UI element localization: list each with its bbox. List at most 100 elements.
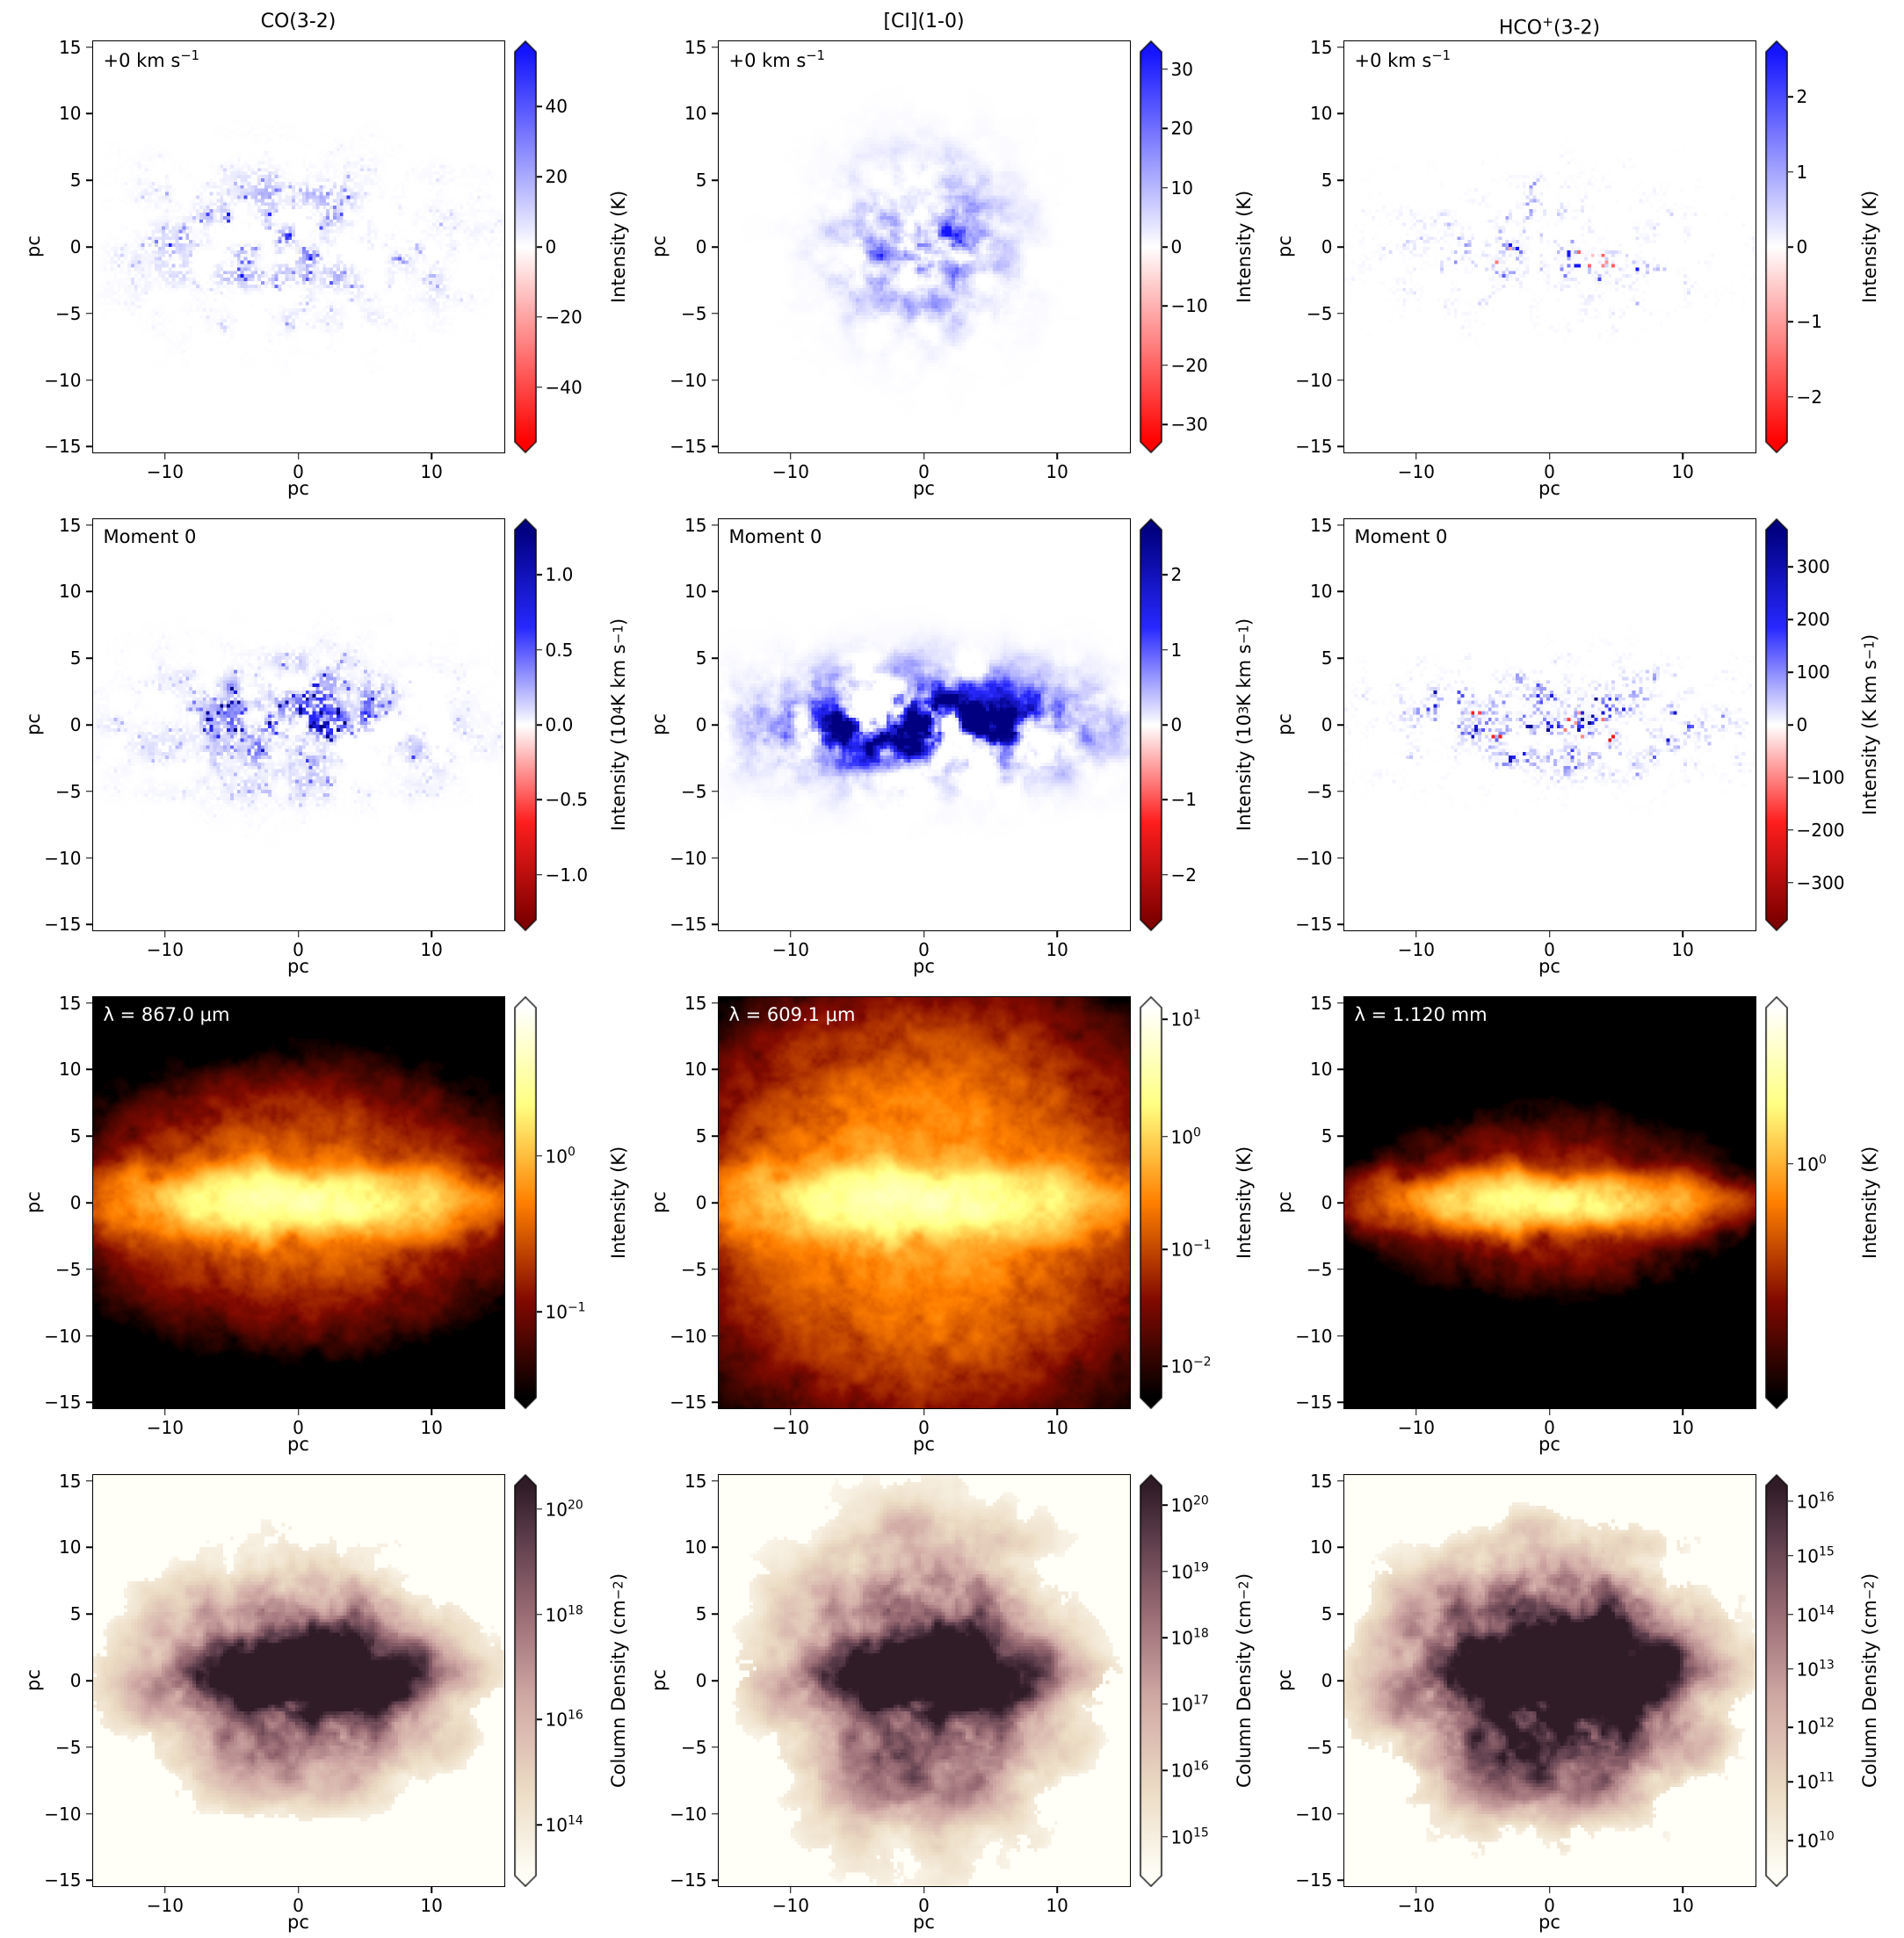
x-tick-label: −10 <box>1397 1895 1435 1916</box>
colorbar-tick-mark <box>1787 777 1793 778</box>
y-tick-mark <box>1336 112 1343 115</box>
colorbar-tick-label: 1018 <box>545 1603 583 1625</box>
y-tick-label: −10 <box>1295 847 1333 869</box>
y-tick-label: 5 <box>695 1125 707 1147</box>
colorbar-tick-mark <box>1787 671 1793 673</box>
x-tick-mark <box>790 453 792 459</box>
y-tick-label: −5 <box>55 1258 82 1280</box>
y-tick-mark <box>1336 379 1343 381</box>
colorbar-tick-label: 100 <box>1796 1153 1827 1175</box>
x-tick-mark <box>164 1887 166 1893</box>
x-axis-label: pc <box>913 478 935 499</box>
colorbar-ticks: 1016 1015 1014 1013 1012 1011 1010 <box>1787 1474 1855 1887</box>
x-tick-label: 10 <box>1671 939 1694 960</box>
x-axis-label: pc <box>1538 1434 1560 1455</box>
x-axis-ticks: −10 0 10 <box>92 1887 505 1916</box>
colorbar <box>1139 40 1162 453</box>
colorbar-ticks: 1.0 0.5 0.0 −0.5 −1.0 <box>536 518 604 931</box>
y-tick-mark <box>85 857 92 859</box>
x-tick-label: 10 <box>1046 461 1068 482</box>
y-tick-label: −15 <box>1295 436 1333 458</box>
y-tick-mark <box>1336 590 1343 593</box>
colorbar-label: Intensity (10 4 K km s −1) <box>607 618 629 832</box>
y-tick-label: −5 <box>681 302 707 324</box>
y-axis-ticks: 15 10 5 0 −5 −10 −15 <box>670 37 718 457</box>
colorbar-tick-label: 40 <box>545 96 568 118</box>
y-tick-label: −10 <box>44 1803 82 1825</box>
x-tick-label: 0 <box>918 1417 930 1438</box>
y-tick-label: 10 <box>1310 581 1333 603</box>
colorbar-tick-mark <box>1162 246 1168 248</box>
y-tick-label: −10 <box>670 847 707 869</box>
y-tick-mark <box>85 1068 92 1071</box>
x-axis-label: pc <box>1538 956 1560 977</box>
colorbar-tick-mark <box>536 574 542 575</box>
map-canvas <box>1343 41 1756 452</box>
x-tick-label: 10 <box>1046 939 1068 960</box>
y-tick-mark <box>1336 1546 1343 1549</box>
colorbar-tick-label: 100 <box>1796 662 1830 683</box>
y-axis-ticks: 15 10 5 0 −5 −10 −15 <box>1295 993 1343 1413</box>
y-tick-label: −10 <box>1295 1325 1333 1347</box>
y-tick-label: 10 <box>684 581 707 603</box>
y-tick-mark <box>711 524 718 526</box>
x-axis-ticks: −10 0 10 <box>1343 1409 1756 1438</box>
colorbar-tick-label: 0 <box>1170 714 1183 735</box>
x-tick-label: 0 <box>1544 461 1555 482</box>
colorbar-ticks: 1020 1018 1016 1014 <box>536 1474 604 1887</box>
y-tick-label: −15 <box>1295 1392 1333 1414</box>
colorbar-tick-label: 10 <box>1170 177 1193 199</box>
colorbar <box>513 40 537 453</box>
colorbar-tick-label: 0 <box>1170 236 1183 257</box>
y-tick-label: −15 <box>44 1392 82 1414</box>
y-axis-ticks: 15 10 5 0 −5 −10 −15 <box>44 515 92 935</box>
y-tick-mark <box>85 590 92 593</box>
colorbar-tick-mark <box>536 176 542 177</box>
y-tick-mark <box>85 1546 92 1549</box>
y-tick-label: 10 <box>684 103 707 125</box>
y-axis-label: pc <box>22 1669 44 1692</box>
y-tick-label: −5 <box>1307 780 1333 802</box>
y-tick-mark <box>711 1068 718 1071</box>
y-tick-mark <box>85 1812 92 1815</box>
x-tick-label: −10 <box>771 1417 809 1438</box>
x-tick-label: −10 <box>1397 461 1435 482</box>
colorbar-label: Intensity (K) <box>607 190 629 304</box>
colorbar-tick-label: 0.0 <box>545 714 574 735</box>
colorbar-tick-mark <box>1162 69 1168 70</box>
colorbar-tick-label: 1014 <box>545 1813 583 1836</box>
colorbar-tick-mark <box>1162 1637 1168 1638</box>
colorbar-tick-label: −40 <box>545 376 583 398</box>
y-tick-label: 5 <box>695 170 707 192</box>
colorbar-tick-mark <box>1162 186 1168 189</box>
map-canvas <box>718 519 1130 930</box>
y-axis-ticks: 15 10 5 0 −5 −10 −15 <box>44 37 92 457</box>
y-tick-label: −5 <box>681 1736 707 1758</box>
colorbar <box>1139 518 1162 931</box>
x-tick-mark <box>923 1887 925 1893</box>
y-tick-label: −10 <box>670 369 707 391</box>
y-tick-mark <box>85 179 92 181</box>
x-tick-label: 10 <box>1671 1895 1694 1916</box>
colorbar-tick-mark <box>536 1154 542 1157</box>
y-axis-label: pc <box>648 1191 670 1214</box>
y-tick-mark <box>711 246 718 248</box>
colorbar-tick-mark <box>536 316 542 318</box>
colorbar-tick-label: 1019 <box>1170 1560 1209 1582</box>
x-tick-mark <box>1056 1409 1058 1415</box>
colorbar-tick-mark <box>1162 1135 1168 1138</box>
y-tick-mark <box>1336 1068 1343 1071</box>
colorbar-tick-label: 20 <box>545 166 568 188</box>
x-tick-mark <box>1682 1409 1683 1415</box>
y-axis-label: pc <box>1273 1669 1295 1692</box>
y-tick-label: 10 <box>59 581 82 603</box>
y-tick-mark <box>1336 445 1343 448</box>
colorbar-tick-label: −20 <box>1170 354 1208 376</box>
plot-area <box>91 1474 505 1887</box>
x-tick-label: 0 <box>918 461 930 482</box>
colorbar-tick-label: 1018 <box>1170 1626 1209 1649</box>
plot-area: λ = 867.0 μm <box>91 996 505 1409</box>
y-tick-mark <box>1336 46 1343 48</box>
x-tick-label: 10 <box>1046 1417 1068 1438</box>
map-panel: pc 15 10 5 0 −5 −10 −15 −10 0 10 pc 1020 1019 1018… <box>646 1460 1259 1938</box>
